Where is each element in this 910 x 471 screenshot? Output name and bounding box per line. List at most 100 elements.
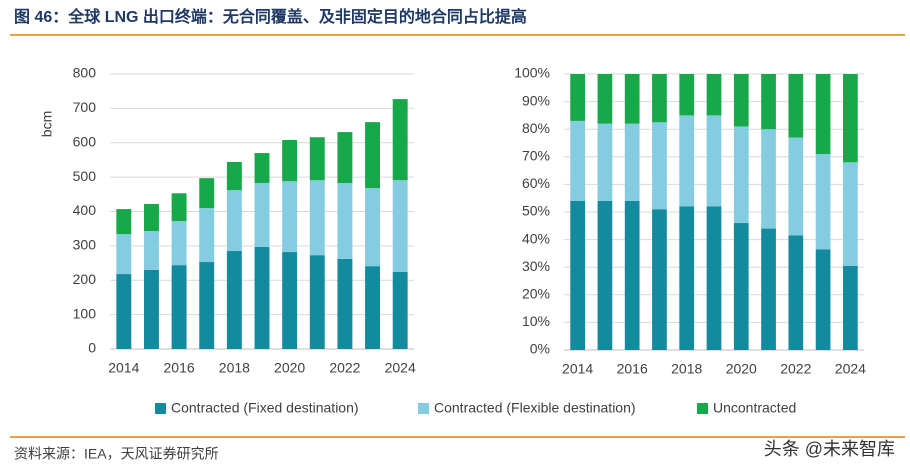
bar-segment (679, 206, 695, 350)
bar-segment (679, 115, 695, 207)
y-tick-label: 10% (522, 313, 550, 329)
bar-segment (733, 223, 749, 350)
bar-segment (570, 74, 585, 121)
legend-label: Contracted (Fixed destination) (171, 400, 359, 416)
source: 资料来源：IEA，天风证券研究所 (14, 446, 219, 462)
bar-segment (254, 182, 270, 247)
y-tick-label: 80% (522, 120, 550, 136)
bar-segment (570, 120, 585, 201)
y-tick-label: 70% (522, 148, 550, 164)
bar-segment (171, 193, 187, 222)
bar-segment (652, 74, 667, 123)
legend-label: Uncontracted (713, 400, 796, 416)
bar-segment (337, 182, 353, 259)
bar-segment (392, 180, 408, 272)
bar-segment (171, 265, 187, 349)
bar-segment (365, 266, 381, 349)
bar-segment (309, 255, 325, 349)
bar-segment (392, 272, 408, 349)
bar-segment (116, 274, 132, 349)
bar-segment (143, 231, 159, 270)
bar-segment (365, 122, 381, 189)
bar-segment (597, 200, 613, 350)
x-tick-label: 2022 (780, 361, 811, 377)
y-axis-label: bcm (39, 111, 55, 137)
bar-segment (679, 74, 695, 116)
bar-segment (226, 190, 242, 252)
bar-segment (624, 74, 640, 124)
y-tick-label: 300 (73, 237, 97, 253)
bar-segment (309, 137, 325, 181)
bar-segment (733, 126, 749, 224)
x-tick-label: 2014 (108, 360, 139, 376)
y-tick-label: 700 (73, 99, 97, 115)
bar-segment (624, 123, 640, 201)
y-tick-label: 800 (73, 65, 97, 81)
y-tick-label: 60% (522, 175, 550, 191)
x-tick-label: 2018 (219, 360, 250, 376)
watermark: 头条 @未来智库 (764, 439, 895, 459)
bar-segment (788, 74, 804, 138)
x-tick-label: 2020 (726, 361, 757, 377)
bar-segment (116, 234, 132, 275)
bar-segment (843, 265, 858, 350)
bar-segment (171, 221, 187, 266)
bar-segment (570, 200, 585, 350)
bar-segment (337, 258, 353, 349)
legend-swatch (418, 403, 429, 414)
bar-segment (392, 99, 408, 181)
x-tick-label: 2018 (671, 361, 702, 377)
bar-segment (254, 246, 270, 349)
bar-segment (282, 252, 298, 349)
bar-segment (815, 249, 831, 350)
bar-segment (843, 74, 858, 163)
bar-segment (761, 129, 776, 229)
y-tick-label: 200 (73, 271, 97, 287)
bar-segment (761, 228, 776, 350)
y-tick-label: 20% (522, 286, 550, 302)
bar-segment (337, 132, 353, 183)
x-tick-label: 2024 (385, 360, 416, 376)
bar-segment (282, 140, 298, 182)
bar-segment (309, 180, 325, 256)
x-tick-label: 2020 (274, 360, 305, 376)
bar-segment (143, 203, 159, 232)
bar-segment (116, 209, 132, 235)
bar-segment (652, 209, 667, 350)
bar-segment (597, 74, 613, 124)
bar-segment (788, 235, 804, 350)
bar-segment (706, 115, 722, 207)
y-tick-label: 90% (522, 92, 550, 108)
y-tick-label: 600 (73, 133, 97, 149)
bar-segment (733, 74, 749, 127)
x-tick-label: 2014 (562, 361, 593, 377)
bar-segment (706, 74, 722, 116)
bar-segment (199, 262, 215, 349)
bar-segment (815, 154, 831, 250)
y-tick-label: 40% (522, 230, 550, 246)
bar-segment (843, 162, 858, 266)
bar-segment (282, 181, 298, 253)
y-tick-label: 100 (73, 305, 97, 321)
bar-segment (254, 153, 270, 183)
y-tick-label: 50% (522, 203, 550, 219)
bar-segment (143, 269, 159, 349)
y-tick-label: 0% (530, 341, 550, 357)
x-tick-label: 2016 (164, 360, 195, 376)
bar-segment (788, 137, 804, 236)
y-tick-label: 0 (88, 340, 96, 356)
bar-segment (226, 251, 242, 349)
legend-swatch (697, 403, 708, 414)
bar-segment (199, 178, 215, 209)
bar-segment (706, 206, 722, 350)
bar-segment (199, 208, 215, 263)
page-title: 图 46：全球 LNG 出口终端：无合同覆盖、及非固定目的地合同占比提高 (14, 7, 527, 26)
x-tick-label: 2022 (329, 360, 360, 376)
bar-segment (365, 188, 381, 267)
y-tick-label: 400 (73, 202, 97, 218)
y-tick-label: 30% (522, 258, 550, 274)
legend-swatch (155, 403, 166, 414)
bar-segment (761, 74, 776, 130)
bar-segment (652, 122, 667, 210)
